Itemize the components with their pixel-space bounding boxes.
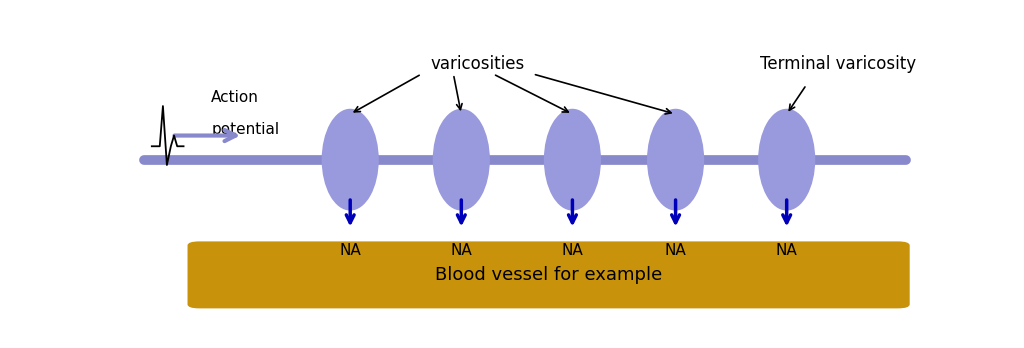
- Ellipse shape: [544, 109, 601, 211]
- Ellipse shape: [433, 109, 489, 211]
- FancyBboxPatch shape: [187, 242, 909, 308]
- Ellipse shape: [647, 109, 705, 211]
- Text: Terminal varicosity: Terminal varicosity: [760, 55, 916, 73]
- Text: NA: NA: [665, 243, 686, 258]
- Text: NA: NA: [451, 243, 472, 258]
- Ellipse shape: [758, 109, 815, 211]
- Text: NA: NA: [561, 243, 584, 258]
- Text: varicosities: varicosities: [430, 55, 524, 73]
- Text: NA: NA: [776, 243, 798, 258]
- Ellipse shape: [322, 109, 379, 211]
- Text: potential: potential: [211, 122, 280, 137]
- Text: Action: Action: [211, 90, 259, 105]
- Text: NA: NA: [339, 243, 361, 258]
- Text: Blood vessel for example: Blood vessel for example: [435, 266, 663, 284]
